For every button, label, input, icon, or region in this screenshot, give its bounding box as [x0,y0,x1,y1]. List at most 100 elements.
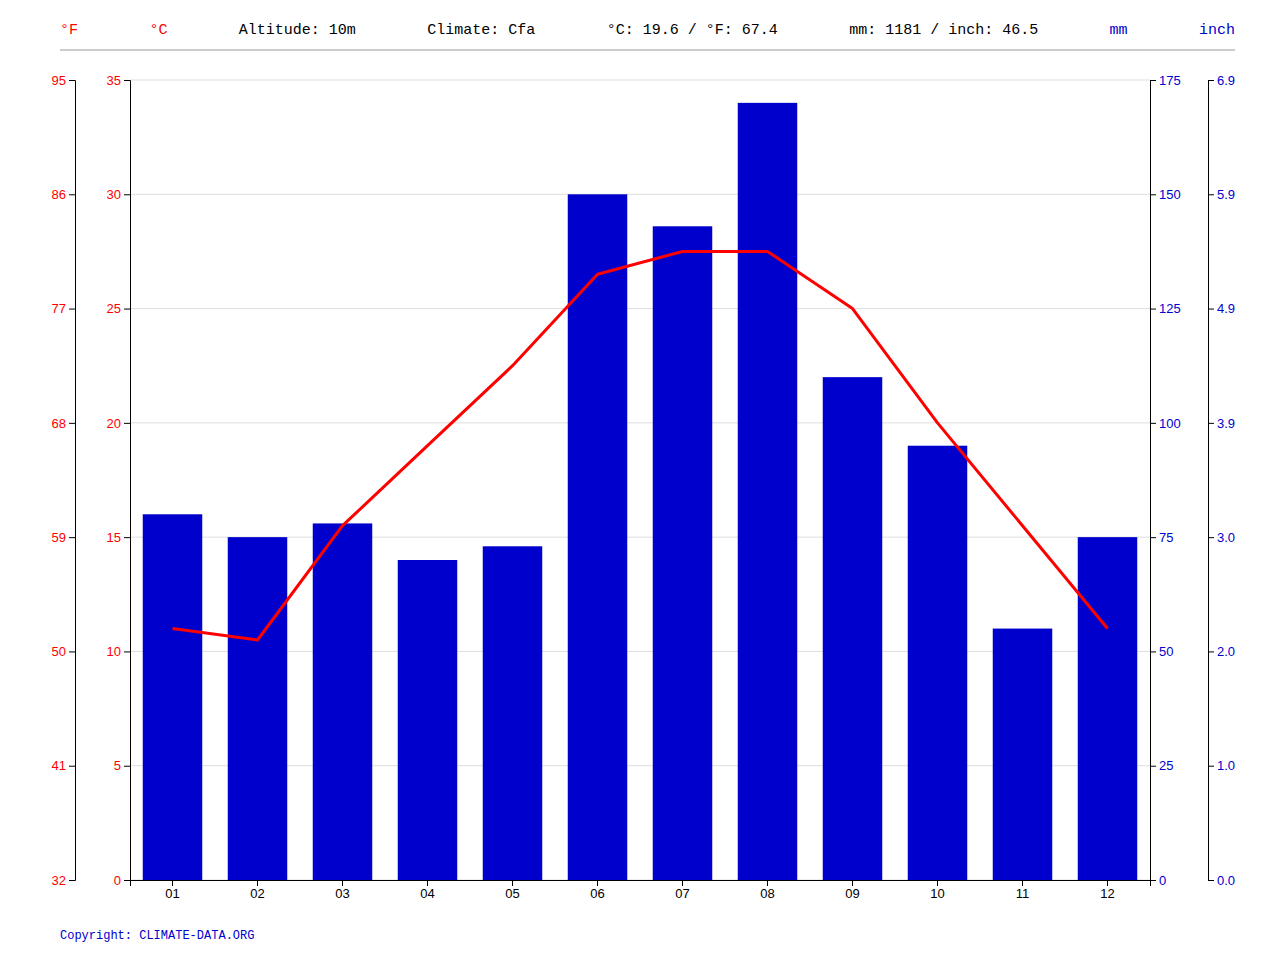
tick-mark [937,880,938,886]
tick: 100 [1150,416,1181,431]
tick-label: 3.0 [1217,530,1235,545]
tick-mark [1150,423,1156,424]
tick-mark [69,80,75,81]
tick: 09 [845,880,859,901]
y-axis-f: 3241505968778695 [52,73,76,888]
tick-mark [1150,194,1156,195]
tick-label: 6.9 [1217,73,1235,88]
tick: 10 [107,644,130,659]
tick-label: 41 [52,758,66,773]
tick-mark [1150,880,1156,881]
tick: 125 [1150,301,1181,316]
tick: 5.9 [1208,187,1235,202]
plot: 0102030405060708091011120510152025303532… [52,73,1236,902]
tick: 10 [930,880,944,901]
tick: 30 [107,187,130,202]
tick: 3.9 [1208,416,1235,431]
title-part: mm [1110,22,1128,39]
tick-label: 35 [107,73,121,88]
tick-mark [1150,537,1156,538]
tick: 20 [107,416,130,431]
tick-mark [767,880,768,886]
bar [313,523,373,880]
tick-label: 06 [590,886,604,901]
tick-mark [1208,423,1214,424]
tick-mark [124,309,130,310]
tick-label: 175 [1159,73,1181,88]
title-part: °C [149,22,167,39]
tick-label: 01 [165,886,179,901]
axis-line [124,81,131,881]
tick-label: 5.9 [1217,187,1235,202]
tick-mark [1208,880,1214,881]
title-part: inch [1199,22,1235,39]
tick-label: 50 [52,644,66,659]
tick: 11 [1016,880,1030,901]
axis-line [1151,81,1157,881]
tick: 06 [590,880,604,901]
tick: 150 [1150,187,1181,202]
tick-label: 25 [1159,758,1173,773]
tick: 25 [107,301,130,316]
tick-mark [69,309,75,310]
tick: 59 [52,530,75,545]
tick: 01 [165,880,179,901]
tick: 02 [250,880,264,901]
tick: 32 [52,873,75,888]
tick-mark [172,880,173,886]
header-divider [60,50,1235,51]
grid [130,80,1150,880]
tick-mark [1208,309,1214,310]
tick-mark [1150,651,1156,652]
grid-line [130,308,1150,309]
title-part: mm: 1181 / inch: 46.5 [849,22,1038,39]
grid-line [130,80,1150,81]
line [173,251,1108,640]
tick-mark [1208,80,1214,81]
tick-label: 50 [1159,644,1173,659]
marks [143,103,1138,880]
grid-line [130,422,1150,423]
tick: 2.0 [1208,644,1235,659]
tick: 3.0 [1208,530,1235,545]
tick-mark [69,194,75,195]
tick: 5 [114,758,130,773]
tick: 04 [420,880,434,901]
tick-mark [124,880,130,881]
tick-label: 10 [107,644,121,659]
axis-line [1209,81,1215,881]
tick-mark [512,880,513,886]
tick-mark [597,880,598,886]
tick-label: 20 [107,416,121,431]
title-part: °C: 19.6 / °F: 67.4 [607,22,778,39]
tick: 05 [505,880,519,901]
tick-label: 68 [52,416,66,431]
tick: 50 [52,644,75,659]
tick: 6.9 [1208,73,1235,88]
tick-label: 86 [52,187,66,202]
tick: 07 [675,880,689,901]
tick: 95 [52,73,75,88]
tick: 25 [1150,758,1173,773]
title-part: Climate: Cfa [427,22,535,39]
tick-label: 3.9 [1217,416,1235,431]
tick-mark [1150,309,1156,310]
tick-label: 30 [107,187,121,202]
tick-mark [69,880,75,881]
tick-mark [124,194,130,195]
bar [653,226,713,880]
tick-mark [342,880,343,886]
tick-mark [1208,537,1214,538]
tick-label: 4.9 [1217,301,1235,316]
tick-label: 150 [1159,187,1181,202]
tick-label: 25 [107,301,121,316]
tick: 86 [52,187,75,202]
tick-label: 100 [1159,416,1181,431]
tick: 35 [107,73,130,88]
tick-mark [69,423,75,424]
tick-mark [852,880,853,886]
tick-mark [257,880,258,886]
tick: 41 [52,758,75,773]
tick-mark [124,766,130,767]
tick-label: 0 [114,873,121,888]
